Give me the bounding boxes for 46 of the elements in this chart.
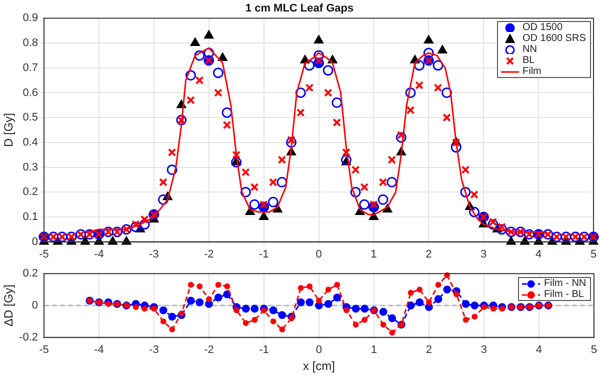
y-tick-label: 0.2 [22,186,38,198]
x-tick-label: -2 [204,248,214,260]
x-tick-label: 5 [590,344,598,356]
x-tick-label: 4 [536,344,542,356]
y-tick-label: 0.3 [22,161,38,174]
x-tick-label: -5 [39,344,49,356]
y-tick-label: 0.9 [22,12,38,24]
y-tick-label: 0.7 [22,62,38,74]
x-tick-label: 1 [370,344,378,356]
y-tick-label: 0.2 [22,268,38,280]
x-tick-label: 0 [316,344,322,356]
x-tick-label: 2 [426,344,432,356]
x-tick-label: -1 [258,248,269,260]
y-tick-label: 0.8 [22,37,38,50]
y-tick-label: 0 [32,300,38,312]
legend-label: OD 1600 SRS [522,33,586,44]
y-tick-label: -0.2 [19,331,38,344]
legend-label: Film - NN [544,278,586,289]
y-tick-label: 0 [32,236,38,248]
legend-label: Film - BL [544,288,584,300]
x-tick-label: -5 [39,248,49,260]
x-axis-title: x [cm] [302,359,335,374]
y-axis-title: ΔD [Gy] [2,284,16,327]
x-tick-label: 3 [480,248,487,260]
y-tick-label: 0.6 [22,86,38,99]
legend-label: Film [522,66,542,78]
x-tick-label: -4 [94,248,104,260]
legend-label: NN [522,44,537,56]
x-tick-label: 2 [426,248,432,260]
x-tick-label: 3 [480,344,488,356]
legend-label: BL [522,55,535,66]
chart-title: 1 cm MLC Leaf Gaps [245,2,354,15]
x-tick-label: 5 [590,248,597,260]
legend-label: OD 1500 [522,22,563,34]
y-tick-label: 0.1 [22,210,38,223]
x-tick-label: -1 [259,344,269,356]
x-tick-label: 1 [370,248,377,260]
x-tick-label: -3 [149,344,159,356]
x-tick-label: 0 [316,248,322,260]
y-axis-title: D [Gy] [2,112,16,148]
x-tick-label: -2 [204,344,214,356]
y-tick-label: 0.5 [22,112,38,124]
y-tick-label: 0.4 [22,136,38,148]
x-tick-label: -4 [94,344,104,356]
x-tick-label: 4 [535,248,542,260]
x-tick-label: -3 [149,248,159,260]
